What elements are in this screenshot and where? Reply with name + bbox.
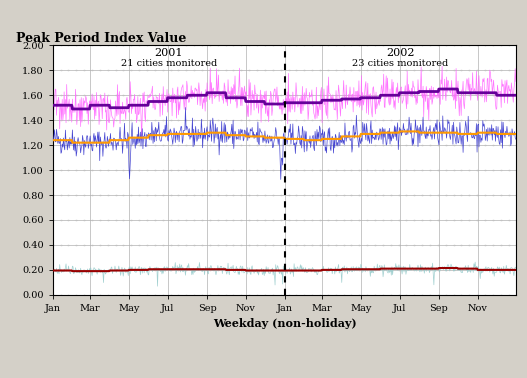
Text: 21 cities monitored: 21 cities monitored <box>121 59 217 68</box>
X-axis label: Weekday (non-holiday): Weekday (non-holiday) <box>213 318 356 329</box>
Text: 2002: 2002 <box>386 48 415 58</box>
Text: 2001: 2001 <box>154 48 183 58</box>
Text: 23 cities monitored: 23 cities monitored <box>353 59 448 68</box>
Text: Peak Period Index Value: Peak Period Index Value <box>16 33 186 45</box>
